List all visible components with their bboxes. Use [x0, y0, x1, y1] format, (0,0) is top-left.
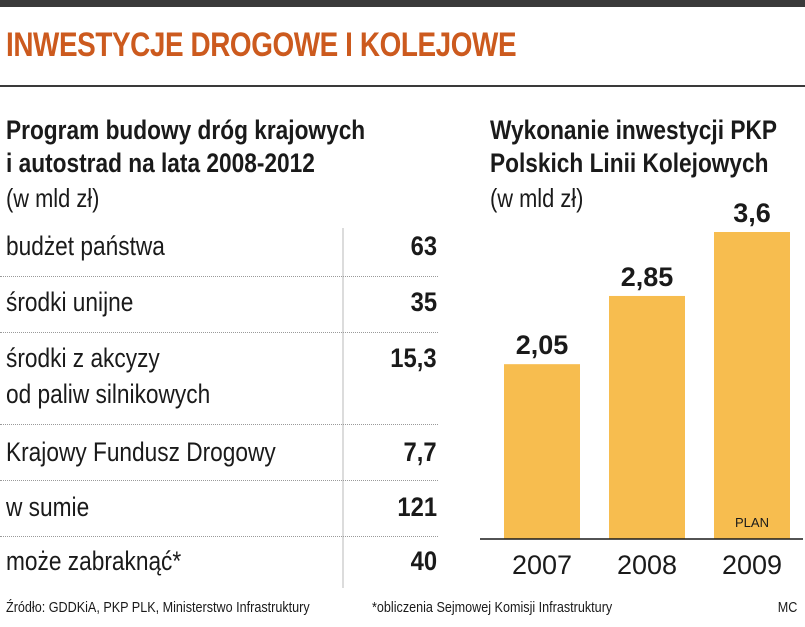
bar-2009	[714, 232, 790, 539]
row-value: 7,7	[403, 437, 437, 467]
source-note: Źródło: GDDKiA, PKP PLK, Ministerstwo In…	[6, 599, 310, 616]
table-unit: (w mld zł)	[6, 183, 100, 213]
table-title-line1: Program budowy dróg krajowych	[6, 115, 366, 145]
row-separator	[0, 536, 438, 537]
row-value: 35	[410, 287, 437, 317]
table-title-line2: i autostrad na lata 2008-2012	[6, 148, 315, 178]
row-label: budżet państwa	[6, 231, 165, 261]
bar-value-label: 2,05	[516, 330, 569, 360]
bar-value-label: 2,85	[621, 262, 674, 292]
author-initials: MC	[777, 599, 797, 616]
bar-chart: 2,05 2007 2,85 2008 3,6 2009 PLAN	[480, 200, 803, 580]
row-label: może zabraknąć*	[6, 546, 182, 576]
row-value: 15,3	[390, 343, 437, 373]
x-tick-label: 2008	[617, 550, 677, 580]
x-tick-label: 2007	[512, 550, 572, 580]
row-value: 40	[410, 546, 437, 576]
row-label: w sumie	[6, 492, 90, 522]
row-label-line2: od paliw silnikowych	[6, 379, 211, 409]
column-separator	[342, 228, 344, 588]
row-separator	[0, 424, 438, 425]
row-separator	[0, 332, 438, 333]
chart-unit: (w mld zł)	[490, 183, 584, 213]
row-label: środki unijne	[6, 287, 134, 317]
chart-title-line2: Polskich Linii Kolejowych	[490, 148, 769, 178]
bar-value-label: 3,6	[733, 200, 771, 228]
row-value: 121	[397, 492, 437, 522]
bar-2007	[504, 364, 580, 539]
row-value: 63	[410, 231, 437, 261]
x-tick-label: 2009	[722, 550, 782, 580]
row-label: środki z akcyzy	[6, 343, 160, 373]
main-title: INWESTYCJE DROGOWE I KOLEJOWE	[6, 26, 517, 64]
row-separator	[0, 480, 438, 481]
top-rule	[0, 0, 805, 7]
bar-2008	[609, 295, 685, 539]
footnote: *obliczenia Sejmowej Komisji Infrastrukt…	[372, 599, 613, 616]
title-rule	[0, 85, 805, 87]
plan-annotation: PLAN	[735, 515, 769, 530]
row-separator	[0, 276, 438, 277]
row-label: Krajowy Fundusz Drogowy	[6, 437, 276, 467]
chart-title-line1: Wykonanie inwestycji PKP	[490, 115, 777, 145]
